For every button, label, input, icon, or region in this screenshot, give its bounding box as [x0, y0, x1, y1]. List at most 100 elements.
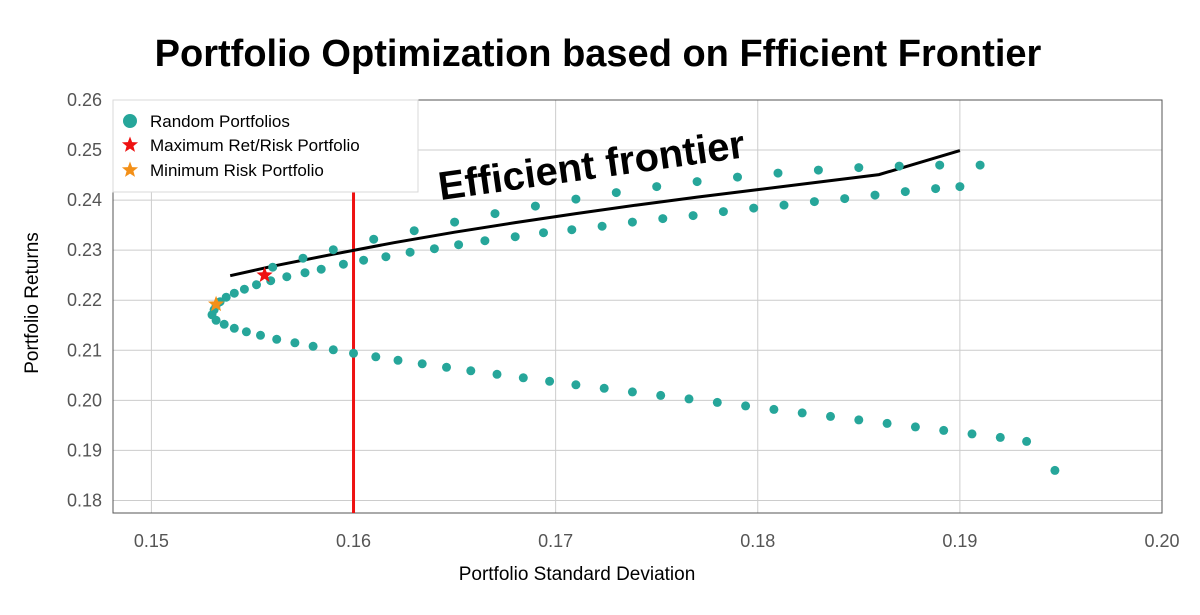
portfolio-point [894, 161, 904, 171]
portfolio-point [252, 280, 261, 290]
portfolio-point [369, 234, 379, 244]
portfolio-point [779, 200, 789, 210]
portfolio-point [688, 211, 698, 221]
portfolio-point [328, 245, 338, 255]
portfolio-point [733, 172, 742, 182]
portfolio-point [935, 160, 945, 170]
y-tick-label: 0.23 [67, 240, 102, 260]
portfolio-point [1050, 465, 1060, 475]
legend: Random Portfolios Maximum Ret/Risk Portf… [112, 99, 419, 193]
portfolio-point [599, 383, 609, 393]
y-tick-label: 0.20 [67, 390, 102, 410]
legend-red-star [121, 136, 139, 152]
portfolio-point [854, 415, 864, 425]
portfolio-point [381, 252, 391, 262]
portfolio-point [975, 160, 985, 170]
portfolio-point [652, 182, 662, 192]
portfolio-point [1022, 436, 1032, 446]
portfolio-point [442, 362, 451, 372]
y-tick-label: 0.19 [67, 440, 102, 460]
portfolio-point [967, 429, 977, 439]
portfolio-point [308, 341, 318, 351]
portfolio-point [480, 236, 490, 246]
x-tick-label: 0.16 [336, 531, 371, 551]
portfolio-point [773, 168, 783, 178]
portfolio-point [211, 315, 221, 325]
portfolio-point [809, 197, 819, 207]
portfolio-point [741, 401, 751, 411]
portfolio-point [405, 247, 415, 257]
portfolio-point [338, 259, 348, 269]
portfolio-point [239, 284, 249, 294]
portfolio-point [769, 404, 779, 414]
portfolio-point [627, 387, 637, 397]
portfolio-point [627, 217, 637, 227]
portfolio-point [545, 376, 555, 386]
portfolio-point [409, 226, 419, 236]
plot-frame [112, 99, 1163, 514]
portfolio-point [466, 366, 476, 376]
y-tick-label: 0.26 [67, 90, 102, 110]
chart-title: Portfolio Optimization based on Ffficien… [155, 33, 1042, 75]
portfolio-point [510, 232, 520, 242]
portfolio-point [854, 163, 864, 173]
legend-box [112, 99, 419, 193]
portfolio-point [749, 203, 759, 213]
portfolio-point [316, 264, 326, 274]
legend-circle-marker [123, 114, 137, 128]
portfolio-point [229, 288, 239, 298]
portfolio-point [870, 190, 880, 200]
portfolio-point [298, 253, 308, 263]
portfolio-point [840, 194, 850, 204]
portfolio-point [684, 394, 694, 404]
portfolio-point [910, 422, 920, 432]
y-tick-label: 0.18 [67, 490, 102, 510]
portfolio-point [219, 319, 229, 329]
portfolio-point [712, 397, 722, 407]
portfolio-point [900, 187, 910, 197]
portfolio-point [268, 262, 278, 272]
portfolio-point [349, 348, 358, 358]
x-tick-label: 0.17 [538, 531, 573, 551]
portfolio-point [328, 345, 338, 355]
portfolio-point [454, 240, 464, 250]
portfolio-point [826, 411, 835, 421]
portfolio-point [221, 292, 231, 302]
portfolio-point [272, 334, 282, 344]
portfolio-point [658, 214, 668, 224]
portfolio-point [955, 182, 965, 192]
portfolio-point [256, 330, 265, 340]
x-tick-label: 0.15 [134, 531, 169, 551]
portfolio-point [530, 201, 540, 211]
legend-orange-star [121, 161, 139, 177]
legend-max-ratio: Maximum Ret/Risk Portfolio [150, 136, 360, 155]
portfolio-point [492, 369, 502, 379]
portfolio-point [450, 217, 460, 227]
portfolio-point [718, 207, 728, 217]
min-risk-star [208, 295, 225, 312]
portfolio-point [611, 188, 621, 198]
portfolio-point [417, 359, 427, 369]
legend-random: Random Portfolios [150, 112, 290, 131]
legend-min-risk: Minimum Risk Portfolio [150, 161, 324, 180]
portfolio-point [241, 327, 251, 337]
portfolio-point [393, 355, 403, 365]
portfolio-point [813, 165, 823, 175]
max-ratio-star [256, 266, 273, 283]
portfolio-point [282, 272, 292, 282]
portfolio-point [490, 209, 500, 219]
y-tick-label: 0.22 [67, 290, 102, 310]
portfolio-point [656, 390, 666, 400]
portfolio-point [539, 228, 548, 238]
x-axis-ticks: 0.15 0.16 0.17 0.18 0.19 0.20 [134, 531, 1180, 551]
y-tick-label: 0.25 [67, 140, 102, 160]
portfolio-point [571, 194, 581, 204]
portfolio-point [995, 432, 1005, 442]
portfolio-point [300, 268, 310, 278]
portfolio-point [567, 225, 577, 235]
portfolio-point [371, 352, 381, 362]
portfolio-point [931, 184, 941, 194]
x-tick-label: 0.19 [942, 531, 977, 551]
portfolio-point [518, 373, 528, 383]
